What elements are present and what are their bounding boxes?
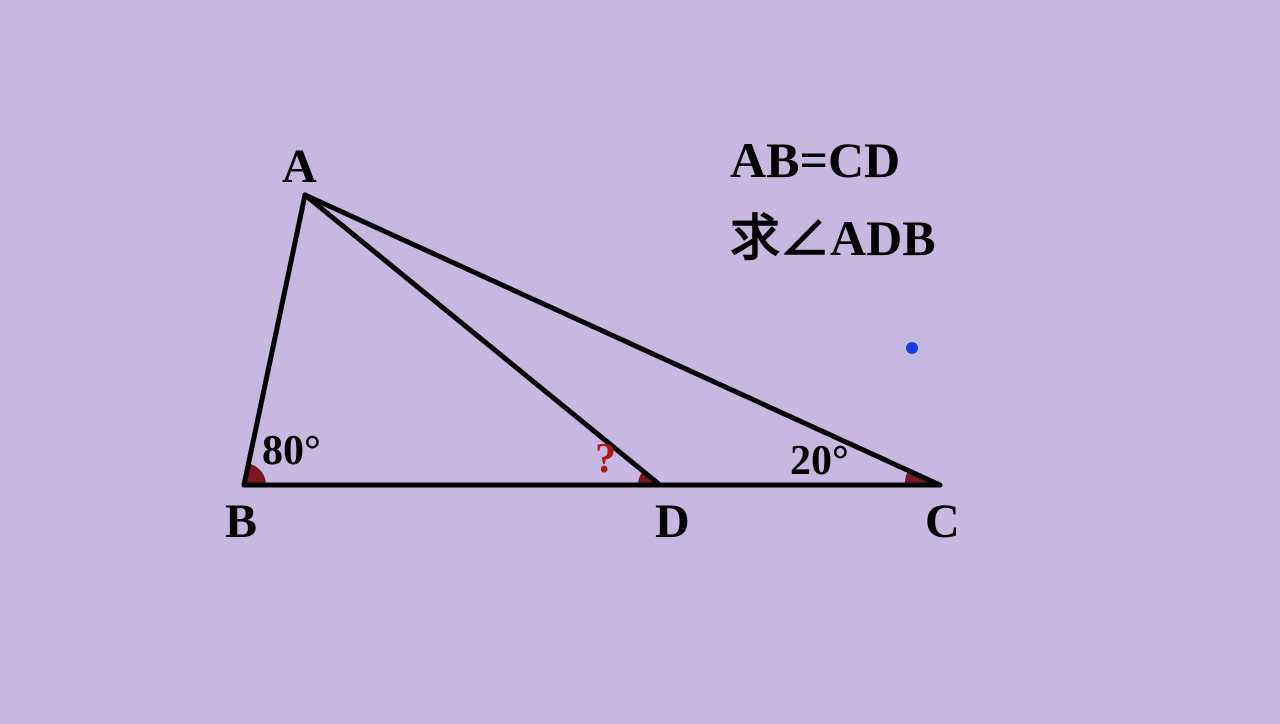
vertex-label-d: D <box>655 498 690 546</box>
vertex-label-c: C <box>925 498 960 546</box>
vertex-label-b: B <box>225 498 257 546</box>
angle-label-c: 20° <box>790 440 849 482</box>
given-text: AB=CD <box>730 135 900 185</box>
angle-label-b: 80° <box>262 430 321 472</box>
ask-text: 求∠ADB <box>730 213 936 263</box>
geometry-canvas <box>0 0 1280 724</box>
question-mark: ? <box>595 438 616 480</box>
vertex-label-a: A <box>282 143 317 191</box>
